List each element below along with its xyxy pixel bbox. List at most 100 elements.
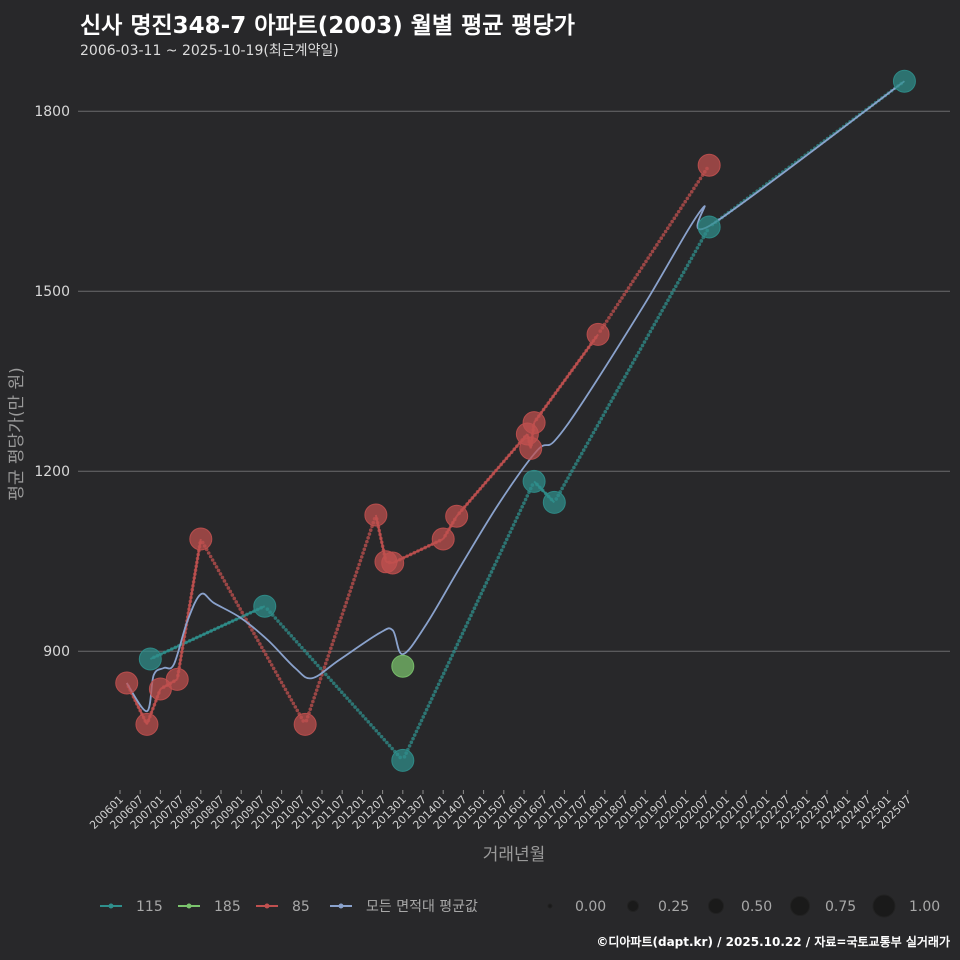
connector-dot bbox=[349, 585, 354, 590]
legend-key-dot bbox=[264, 903, 270, 909]
connector-dot bbox=[387, 743, 392, 748]
connector-dot bbox=[672, 216, 677, 221]
connector-dot bbox=[644, 336, 649, 341]
connector-dot bbox=[283, 687, 288, 692]
connector-dot bbox=[273, 670, 278, 674]
connector-dot bbox=[633, 276, 637, 280]
connector-dot bbox=[210, 558, 215, 562]
legend-label: 모든 면적대 평균값 bbox=[366, 899, 478, 915]
connector-dot bbox=[685, 263, 690, 268]
connector-dot bbox=[220, 575, 225, 580]
connector-dot bbox=[312, 695, 316, 700]
connector-dot bbox=[636, 350, 641, 355]
data-point-85 bbox=[364, 503, 388, 527]
connector-dot bbox=[574, 462, 578, 466]
connector-dot bbox=[367, 532, 372, 536]
connector-dot bbox=[658, 312, 662, 316]
connector-dot bbox=[579, 451, 584, 456]
connector-dot bbox=[511, 523, 516, 527]
connector-dot bbox=[457, 639, 461, 643]
connector-dot bbox=[620, 296, 624, 300]
connector-dot bbox=[687, 260, 692, 264]
connector-dot bbox=[224, 582, 229, 587]
connector-dot bbox=[624, 289, 629, 294]
connector-dot bbox=[236, 603, 241, 608]
connector-dot bbox=[365, 539, 369, 544]
legend-label: 115 bbox=[136, 899, 163, 915]
connector-dot bbox=[353, 574, 358, 578]
connector-dot bbox=[493, 562, 497, 567]
connector-dot bbox=[358, 558, 363, 563]
connector-dot bbox=[326, 654, 331, 658]
connector-line bbox=[455, 433, 529, 517]
connector-dot bbox=[465, 620, 470, 625]
connector-dot bbox=[374, 728, 379, 733]
connector-dot bbox=[470, 610, 475, 614]
chart-title: 신사 명진348-7 아파트(2003) 월별 평균 평당가 bbox=[80, 13, 575, 39]
data-point-85 bbox=[293, 712, 317, 736]
connector-dot bbox=[297, 642, 302, 647]
connector-dot bbox=[689, 256, 694, 261]
connector-dot bbox=[385, 740, 389, 745]
legend-size-label: 0.00 bbox=[575, 899, 606, 915]
connector-dot bbox=[672, 287, 676, 292]
connector-dot bbox=[277, 677, 282, 681]
connector-dot bbox=[256, 638, 260, 643]
connector-dot bbox=[674, 213, 679, 217]
connector-dot bbox=[429, 697, 434, 701]
connector-dot bbox=[613, 306, 618, 310]
grid-lines bbox=[78, 110, 950, 652]
connector-dot bbox=[659, 236, 664, 240]
axis-labels: 거래년월 평균 평당가(만 원) bbox=[7, 367, 545, 865]
connector-dot bbox=[424, 707, 429, 712]
y-axis-label: 평균 평당가(만 원) bbox=[7, 367, 27, 501]
data-point-85 bbox=[115, 671, 139, 695]
connector-dot bbox=[254, 635, 258, 639]
connector-dot bbox=[477, 595, 482, 600]
connector-dot bbox=[265, 656, 270, 660]
legend: 115 185 85 모든 면적대 평균값 0.00 0.25 0.50 0.75 1.00 bbox=[100, 894, 940, 918]
data-point-115 bbox=[391, 748, 415, 772]
legend-size-key bbox=[547, 903, 553, 909]
connector-dot bbox=[447, 660, 451, 665]
connector-dot bbox=[694, 183, 698, 187]
connector-dot bbox=[577, 455, 582, 459]
connector-dot bbox=[648, 252, 653, 257]
connector-dot bbox=[440, 675, 444, 679]
connector-dot bbox=[609, 312, 613, 317]
connector-dot bbox=[206, 551, 211, 555]
connector-dot bbox=[369, 723, 373, 727]
connector-dot bbox=[366, 720, 371, 724]
connector-dot bbox=[228, 589, 233, 594]
connector-dot bbox=[302, 648, 307, 653]
connector-dot bbox=[676, 209, 681, 214]
connector-dot bbox=[335, 627, 340, 632]
connector-dot bbox=[650, 326, 655, 330]
y-tick-label: 1800 bbox=[34, 104, 70, 120]
connector-dot bbox=[467, 617, 472, 621]
connector-dot bbox=[499, 548, 504, 553]
connector-dot bbox=[455, 642, 460, 647]
data-point-85 bbox=[522, 411, 546, 435]
data-point-115 bbox=[697, 215, 721, 239]
connector-dot bbox=[361, 714, 365, 718]
connector-dot bbox=[313, 660, 318, 665]
legend-size-label: 0.25 bbox=[658, 899, 689, 915]
connector-dot bbox=[587, 437, 592, 442]
connector-dot bbox=[609, 399, 613, 404]
connector-dot bbox=[345, 696, 349, 700]
connector-dot bbox=[293, 705, 298, 709]
connector-dot bbox=[329, 646, 333, 651]
connector-dot bbox=[310, 657, 315, 662]
connector-dot bbox=[390, 746, 394, 751]
connector-dot bbox=[604, 319, 609, 323]
connector-dot bbox=[611, 309, 616, 313]
connector-dot bbox=[279, 680, 284, 685]
connector-dot bbox=[343, 604, 347, 609]
connector-dot bbox=[664, 301, 668, 306]
connector-dot bbox=[562, 483, 566, 487]
connector-dot bbox=[681, 203, 685, 207]
connector-dot bbox=[607, 316, 611, 320]
connector-dot bbox=[479, 591, 484, 596]
data-point-85 bbox=[586, 322, 610, 346]
